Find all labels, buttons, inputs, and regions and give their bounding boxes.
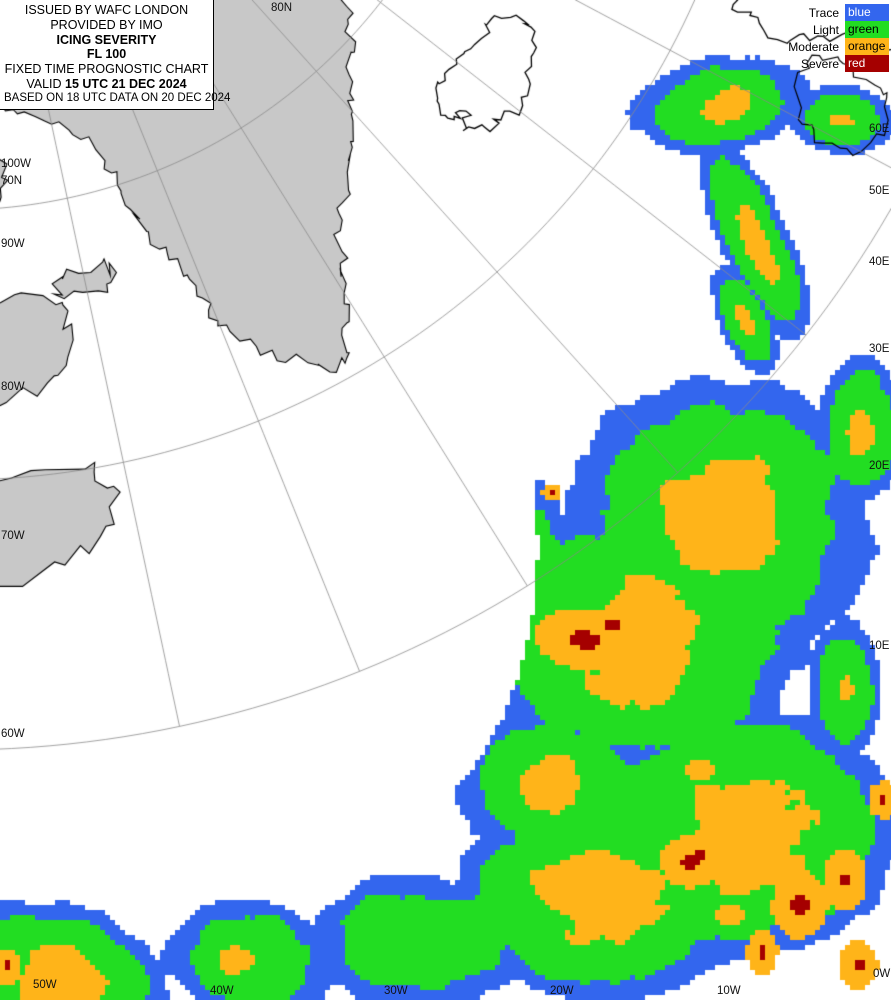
graticule-label-lon-90w: 90W [1,238,25,250]
graticule-label-lon-20e: 20E [869,460,890,472]
graticule-label-lon-60w: 60W [1,728,25,740]
graticule-label-lon-10e: 10E [869,640,890,652]
graticule-label-lon-70w: 70W [1,530,25,542]
chart-title-box: ISSUED BY WAFC LONDON PROVIDED BY IMO IC… [0,0,231,111]
legend-label-severe: Severe [800,56,839,71]
graticule-label-lon-0w: 0W [873,968,891,980]
legend-swatch-trace: blue [845,4,889,21]
legend-label-moderate: Moderate [788,39,839,54]
product-line: ICING SEVERITY [56,32,157,47]
legend-row-severe: Severe red [777,55,889,72]
valid-time-value: 15 UTC 21 DEC 2024 [65,76,187,91]
graticule-label-lon-30w: 30W [384,985,408,997]
valid-prefix: VALID [26,76,66,91]
graticule-label-lon-50e: 50E [869,185,890,197]
graticule-label-lon-80w: 80W [1,381,25,393]
graticule-label-lon-30e: 30E [869,343,890,355]
graticule-label-lon-60e: 60E [869,123,890,135]
based-on-line: BASED ON 18 UTC DATA ON 20 DEC 2024 [4,91,231,104]
provided-by-line: PROVIDED BY IMO [50,17,163,32]
issued-by-line: ISSUED BY WAFC LONDON [24,3,189,17]
graticule-label-lat-80n: 80N [271,2,293,14]
graticule-label-lon-100w: 100W [1,158,32,170]
legend-row-light: Light green [777,21,889,38]
chart-type-line: FIXED TIME PROGNOSTIC CHART [4,62,209,76]
legend-row-moderate: Moderate orange [777,38,889,55]
graticule-label-lon-50w: 50W [33,979,57,991]
legend-row-trace: Trace blue [777,4,889,21]
legend-swatch-severe: red [845,55,889,72]
graticule-label-lat-70n: 70N [1,175,23,187]
graticule-label-lon-10w: 10W [717,985,741,997]
legend-label-light: Light [812,22,839,37]
flight-level: FL 100 [86,47,127,62]
graticule-label-lon-40w: 40W [210,985,234,997]
legend-label-trace: Trace [808,5,839,20]
valid-time-line: VALID 15 UTC 21 DEC 2024 [4,77,209,92]
graticule-label-lon-40e: 40E [869,256,890,268]
legend-swatch-light: green [845,21,889,38]
graticule-label-lon-20w: 20W [550,985,574,997]
severity-legend: Trace blue Light green Moderate orange S… [777,4,889,72]
legend-swatch-moderate: orange [845,38,889,55]
